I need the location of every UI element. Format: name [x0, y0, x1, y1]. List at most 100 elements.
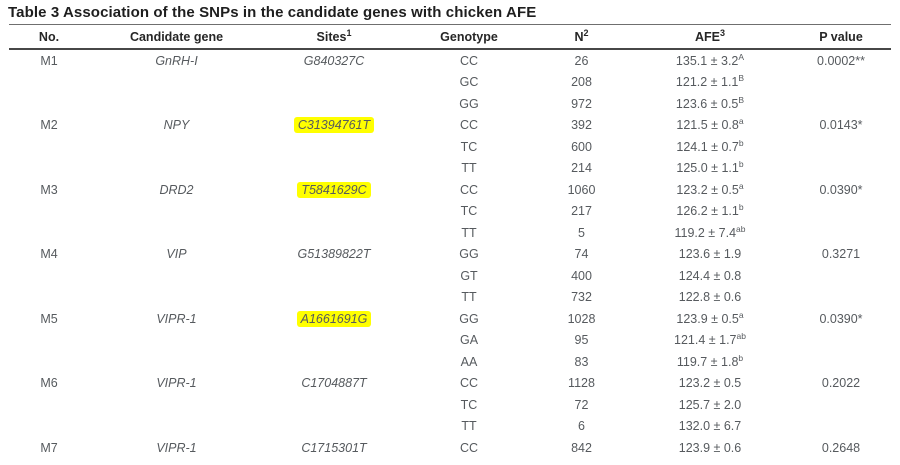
- cell-afe: 123.2 ± 0.5a: [676, 180, 744, 197]
- cell-candidate-gene: [89, 416, 264, 438]
- highlighted-site: A1661691G: [296, 310, 372, 327]
- cell-site: [264, 416, 404, 438]
- cell-candidate-gene: [89, 136, 264, 158]
- cell-afe: 124.4 ± 0.8: [678, 268, 742, 283]
- cell-site: [264, 351, 404, 373]
- afe-significance-superscript: b: [738, 137, 744, 148]
- cell-no: M2: [40, 118, 58, 133]
- table-row: M4 VIP G51389822T GG 74 123.6 ± 1.9 0.3271: [9, 244, 891, 266]
- cell-no: M6: [40, 376, 58, 391]
- cell-site: [264, 222, 404, 244]
- table-row: M2 NPY C31394761T CC 392 121.5 ± 0.8a 0.0143*: [9, 115, 891, 137]
- cell-p-value: 0.0390*: [819, 182, 863, 197]
- cell-afe: 125.0 ± 1.1b: [676, 159, 744, 176]
- cell-site: C31394761T: [264, 115, 404, 137]
- cell-n: 26: [574, 53, 589, 68]
- afe-significance-superscript: ab: [736, 331, 746, 342]
- cell-n: 1028: [567, 311, 596, 326]
- cell-genotype: CC: [459, 182, 479, 197]
- cell-genotype: TC: [460, 139, 478, 154]
- cell-n: 842: [571, 440, 592, 455]
- table-body: M1 GnRH-I G840327C CC 26 135.1 ± 3.2A 0.0002**…: [9, 49, 891, 459]
- cell-genotype: CC: [459, 376, 479, 391]
- cell-no: M1: [40, 53, 58, 68]
- cell-afe: 119.7 ± 1.8b: [676, 352, 744, 369]
- cell-n: 732: [571, 290, 592, 305]
- cell-afe: 119.2 ± 7.4ab: [674, 223, 746, 240]
- cell-p-value: [791, 136, 891, 158]
- column-header: No.: [9, 24, 89, 50]
- cell-candidate-gene: GnRH-I: [155, 53, 198, 68]
- table-row: GC 208 121.2 ± 1.1B: [9, 72, 891, 94]
- cell-afe: 123.9 ± 0.5a: [676, 309, 744, 326]
- afe-significance-superscript: A: [738, 51, 745, 62]
- table-row: GG 972 123.6 ± 0.5B: [9, 93, 891, 115]
- table-row: M1 GnRH-I G840327C CC 26 135.1 ± 3.2A 0.0002**: [9, 49, 891, 72]
- cell-genotype: AA: [460, 354, 478, 369]
- table-row: GA 95 121.4 ± 1.7ab: [9, 330, 891, 352]
- cell-candidate-gene: [89, 394, 264, 416]
- column-header-superscript: 3: [719, 27, 725, 38]
- cell-genotype: GG: [459, 96, 479, 111]
- cell-afe: 123.9 ± 0.6: [678, 440, 742, 455]
- cell-candidate-gene: [89, 265, 264, 287]
- table-row: M3 DRD2 T5841629C CC 1060 123.2 ± 0.5a 0.0390*: [9, 179, 891, 201]
- column-header: Genotype: [404, 24, 534, 50]
- cell-no: [9, 72, 89, 94]
- column-header-superscript: 2: [583, 27, 589, 38]
- cell-genotype: TT: [461, 290, 477, 305]
- table-row: M7 VIPR-1 C1715301T CC 842 123.9 ± 0.6 0.2648: [9, 437, 891, 459]
- cell-candidate-gene: [89, 158, 264, 180]
- table-row: TT 732 122.8 ± 0.6: [9, 287, 891, 309]
- cell-p-value: [791, 330, 891, 352]
- cell-no: M5: [40, 311, 58, 326]
- cell-afe: 121.5 ± 0.8a: [676, 116, 744, 133]
- cell-p-value: 0.0002**: [817, 53, 865, 68]
- cell-no: M4: [40, 247, 58, 262]
- cell-afe: 123.2 ± 0.5: [678, 376, 742, 391]
- cell-p-value: [791, 93, 891, 115]
- cell-p-value: [791, 351, 891, 373]
- cell-genotype: GC: [459, 75, 479, 90]
- cell-genotype: GT: [460, 268, 478, 283]
- cell-p-value: [791, 394, 891, 416]
- cell-no: [9, 351, 89, 373]
- cell-p-value: [791, 222, 891, 244]
- cell-no: [9, 265, 89, 287]
- cell-afe: 126.2 ± 1.1b: [676, 202, 744, 219]
- cell-site: [264, 158, 404, 180]
- table-header-row: No. Candidate gene Sites1 Genotype N2 AFE3 P v…: [9, 24, 891, 50]
- cell-n: 600: [571, 139, 592, 154]
- cell-n: 95: [574, 333, 589, 348]
- cell-genotype: CC: [459, 118, 479, 133]
- cell-afe: 135.1 ± 3.2A: [675, 51, 745, 68]
- cell-n: 1128: [568, 376, 595, 391]
- cell-genotype: GG: [459, 311, 479, 326]
- cell-no: [9, 394, 89, 416]
- cell-no: [9, 136, 89, 158]
- afe-significance-superscript: ab: [736, 223, 746, 234]
- column-header: AFE3: [629, 24, 791, 50]
- cell-afe: 123.6 ± 0.5B: [675, 94, 745, 111]
- cell-n: 72: [574, 397, 589, 412]
- cell-genotype: TC: [460, 204, 478, 219]
- cell-site: [264, 265, 404, 287]
- cell-no: [9, 287, 89, 309]
- cell-afe: 121.4 ± 1.7ab: [674, 331, 746, 348]
- cell-afe: 123.6 ± 1.9: [678, 247, 742, 262]
- cell-genotype: CC: [459, 53, 479, 68]
- afe-significance-superscript: b: [738, 202, 744, 213]
- column-header: P value: [791, 24, 891, 50]
- cell-n: 5: [578, 225, 585, 240]
- table-row: TT 5 119.2 ± 7.4ab: [9, 222, 891, 244]
- afe-significance-superscript: B: [738, 73, 745, 84]
- cell-no: [9, 330, 89, 352]
- cell-n: 6: [578, 419, 585, 434]
- table-row: TT 6 132.0 ± 6.7: [9, 416, 891, 438]
- cell-site: [264, 330, 404, 352]
- cell-genotype: GA: [459, 333, 479, 348]
- table-row: M6 VIPR-1 C1704887T CC 1128 123.2 ± 0.5 0.2022: [9, 373, 891, 395]
- cell-genotype: GG: [459, 247, 479, 262]
- cell-p-value: [791, 158, 891, 180]
- table-title: Table 3 Association of the SNPs in the c…: [8, 4, 537, 21]
